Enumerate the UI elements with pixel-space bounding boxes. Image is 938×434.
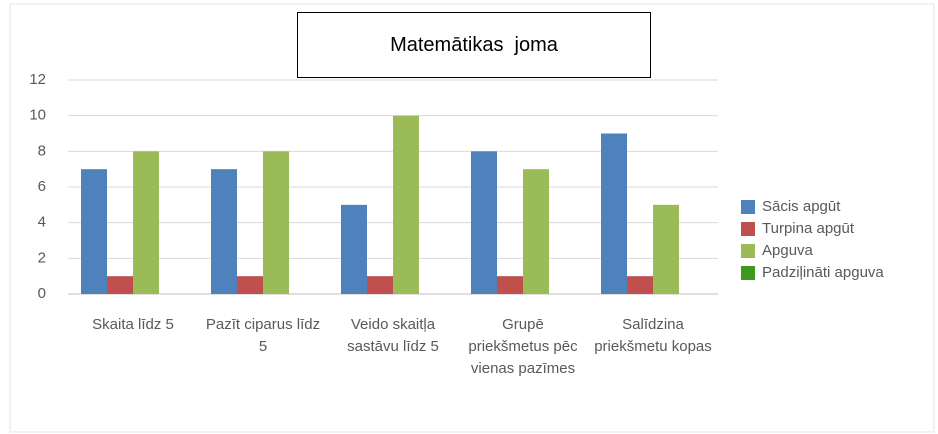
bar	[237, 276, 263, 294]
legend-label: Padziļināti apguva	[762, 264, 884, 281]
y-tick-label: 2	[38, 249, 46, 266]
bar	[341, 204, 367, 294]
bar	[627, 276, 653, 294]
legend-swatch	[741, 200, 755, 214]
bar	[601, 133, 627, 294]
bar	[471, 151, 497, 294]
bar	[367, 276, 393, 294]
legend-swatch	[741, 244, 755, 258]
x-tick-label: Skaita līdz 5	[92, 316, 174, 333]
legend-label: Turpina apgūt	[762, 220, 855, 237]
y-tick-label: 8	[38, 142, 46, 159]
bar	[133, 151, 159, 294]
y-tick-label: 10	[29, 107, 46, 124]
x-tick-label: Grupē priekšmetus pēc vienas pazīmes	[468, 316, 578, 377]
chart-border	[9, 3, 935, 433]
bar	[263, 151, 289, 294]
legend-label: Sācis apgūt	[762, 198, 841, 215]
legend-label: Apguva	[762, 242, 814, 259]
bar	[497, 276, 523, 294]
x-tick-label: Salīdzina priekšmetu kopas	[594, 316, 712, 355]
bar	[523, 169, 549, 294]
bar	[107, 276, 133, 294]
legend-swatch	[741, 222, 755, 236]
legend-swatch	[741, 266, 755, 280]
bar	[211, 169, 237, 294]
y-tick-label: 0	[38, 285, 46, 302]
bar	[653, 204, 679, 294]
chart-title: Matemātikas joma	[297, 12, 651, 78]
y-tick-label: 6	[38, 178, 46, 195]
bar	[393, 115, 419, 295]
x-tick-label: Veido skaitļa sastāvu līdz 5	[347, 316, 439, 355]
bar	[81, 169, 107, 294]
y-tick-label: 4	[38, 214, 46, 231]
y-tick-label: 12	[29, 71, 46, 88]
x-tick-label: Pazīt ciparus līdz 5	[205, 316, 321, 355]
